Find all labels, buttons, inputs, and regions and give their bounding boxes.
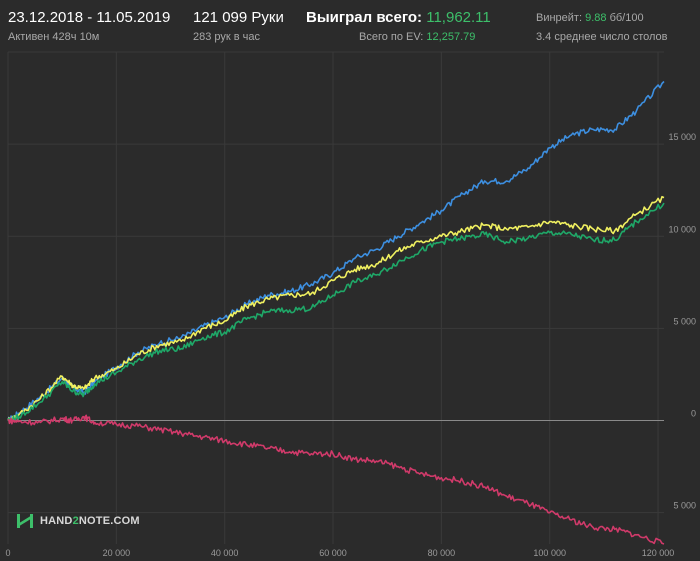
profit-graph: 0 20 000 40 000 60 000 80 000 100 000 120 000 2… bbox=[5, 48, 696, 558]
hands-count: 121 099 Руки bbox=[193, 9, 284, 26]
y-tick-label: 5 000 bbox=[673, 501, 696, 511]
hand2note-logo: HAND2NOTE.COM bbox=[16, 513, 140, 529]
y-tick-label: 0 bbox=[691, 409, 696, 419]
active-time: Активен 428ч 10м bbox=[8, 31, 100, 43]
series-lines bbox=[7, 80, 665, 545]
won-total: Выиграл всего: 11,962.11 bbox=[306, 9, 491, 26]
grid bbox=[7, 51, 664, 544]
x-tick-label: 80 000 bbox=[428, 548, 456, 558]
x-tick-label: 100 000 bbox=[533, 548, 566, 558]
avg-tables: 3.4 среднее число столов bbox=[536, 31, 668, 43]
winrate: Винрейт: 9.88 бб/100 bbox=[536, 12, 644, 24]
axis-ticks: 0 20 000 40 000 60 000 80 000 100 000 120 000 2… bbox=[5, 48, 696, 558]
ev-total-label: Всего по EV: bbox=[359, 31, 424, 43]
x-tick-label: 0 bbox=[5, 548, 10, 558]
series-line-won bbox=[7, 195, 665, 423]
x-tick-label: 20 000 bbox=[103, 548, 131, 558]
date-range: 23.12.2018 - 11.05.2019 bbox=[8, 9, 171, 26]
logo-suffix: NOTE.COM bbox=[78, 515, 140, 527]
x-tick-label: 40 000 bbox=[211, 548, 239, 558]
winrate-label: Винрейт: bbox=[536, 12, 583, 24]
logo-two: 2 bbox=[72, 515, 79, 527]
series-line-showdown bbox=[7, 202, 665, 423]
x-tick-label: 60 000 bbox=[319, 548, 347, 558]
series-line-non-showdown bbox=[7, 414, 665, 545]
series-line-ev bbox=[7, 80, 665, 423]
y-tick-label: 10 000 bbox=[668, 224, 696, 234]
logo-prefix: HAND bbox=[40, 515, 73, 527]
ev-total-value: 12,257.79 bbox=[426, 31, 476, 43]
hands-per-hour: 283 рук в час bbox=[193, 31, 261, 43]
won-total-value: 11,962.11 bbox=[426, 9, 491, 26]
logo-text: HAND2NOTE.COM bbox=[40, 515, 140, 527]
y-tick-label: 20 000 bbox=[668, 48, 696, 50]
winrate-unit: бб/100 bbox=[609, 12, 644, 24]
winrate-value: 9.88 bbox=[585, 12, 607, 24]
ev-total: Всего по EV: 12,257.79 bbox=[359, 31, 475, 43]
x-tick-label: 120 000 bbox=[642, 548, 675, 558]
y-tick-label: 15 000 bbox=[668, 132, 696, 142]
won-total-label: Выиграл всего: bbox=[306, 9, 423, 26]
hand2note-logo-icon bbox=[17, 514, 33, 528]
y-tick-label: 5 000 bbox=[673, 316, 696, 326]
